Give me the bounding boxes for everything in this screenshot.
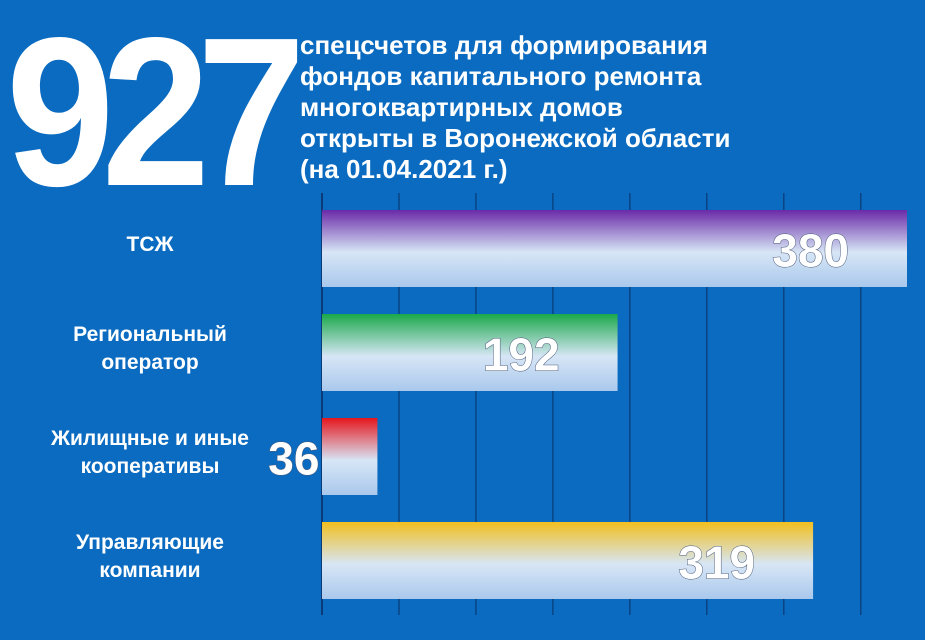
headline-line: (на 01.04.2021 г.) <box>300 154 508 184</box>
category-label-line: Жилищные и иные <box>51 426 249 450</box>
headline-line: фондов капитального ремонта <box>300 61 702 91</box>
bar <box>322 314 618 391</box>
headline-line: многоквартирных домов <box>300 92 623 122</box>
bar-value-label: 36 <box>268 433 319 485</box>
category-label-line: Региональный <box>73 322 227 346</box>
headline-line: открыты в Воронежской области <box>300 123 731 153</box>
chart-headline: спецсчетов для формирования фондов капит… <box>300 30 920 185</box>
total-count: 927 <box>6 0 306 230</box>
bar <box>322 522 814 599</box>
headline-line: спецсчетов для формирования <box>300 30 708 60</box>
bar-value-label: 192 <box>483 329 560 381</box>
bar-value-label: 380 <box>772 225 849 277</box>
category-label: Жилищные и иные кооперативы <box>0 425 300 481</box>
category-label: ТСЖ <box>0 231 300 259</box>
category-label-line: оператор <box>101 350 199 374</box>
category-label-line: компании <box>99 558 201 582</box>
bar <box>322 210 907 287</box>
category-label: Управляющие компании <box>0 529 300 585</box>
category-label-line: ТСЖ <box>126 232 174 256</box>
category-label: Региональный оператор <box>0 321 300 377</box>
category-label-line: Управляющие <box>76 530 224 554</box>
bars <box>322 210 907 599</box>
category-label-line: кооперативы <box>80 454 220 478</box>
data-labels: 380 192 36 319 <box>268 224 850 589</box>
bar <box>322 418 378 495</box>
bar-value-label: 319 <box>678 537 755 589</box>
